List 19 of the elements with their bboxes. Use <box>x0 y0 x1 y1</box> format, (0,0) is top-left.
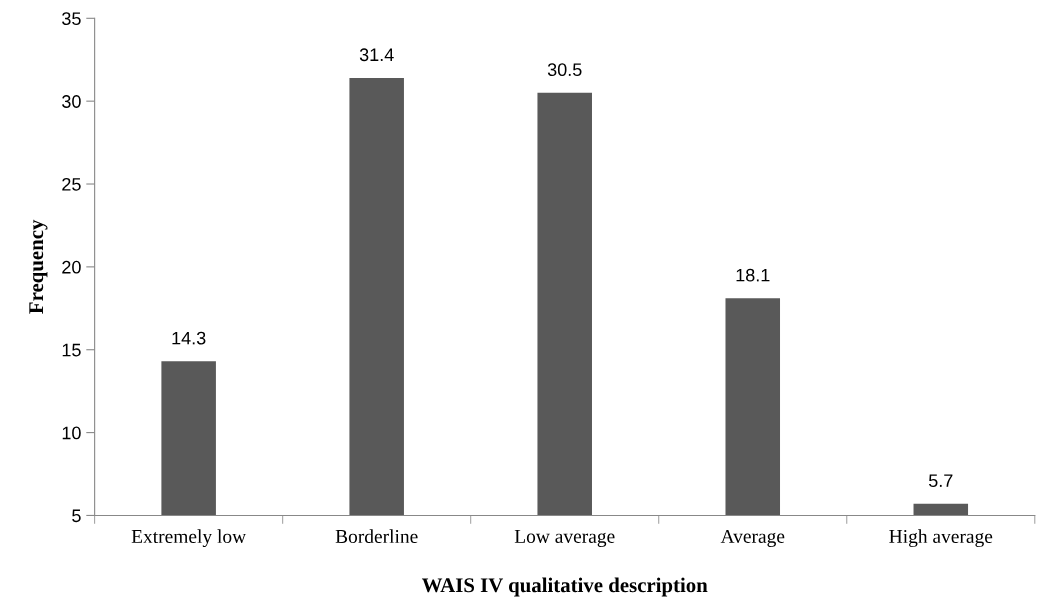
y-axis-title: Frequency <box>29 219 48 314</box>
data-label: 30.5 <box>547 63 582 77</box>
data-label: 31.4 <box>359 48 394 62</box>
x-tick-label: Low average <box>514 530 615 547</box>
y-tick-label: 25 <box>62 177 81 191</box>
y-tick-label: 5 <box>72 509 81 523</box>
data-label: 18.1 <box>736 268 770 282</box>
y-tick-label: 35 <box>62 12 81 26</box>
x-tick-label: High average <box>889 529 993 548</box>
y-tick-label: 10 <box>62 426 81 440</box>
x-tick-label: Borderline <box>335 529 418 544</box>
y-tick-label: 15 <box>62 343 81 357</box>
y-tick-label: 30 <box>62 95 81 108</box>
data-label: 5.7 <box>928 474 953 488</box>
x-axis-title: WAIS IV qualitative description <box>421 577 708 597</box>
y-tick-label: 20 <box>62 260 81 274</box>
data-label: 14.3 <box>172 331 206 345</box>
x-tick-label: Extremely low <box>131 529 247 548</box>
x-tick-label: Average <box>720 529 785 547</box>
